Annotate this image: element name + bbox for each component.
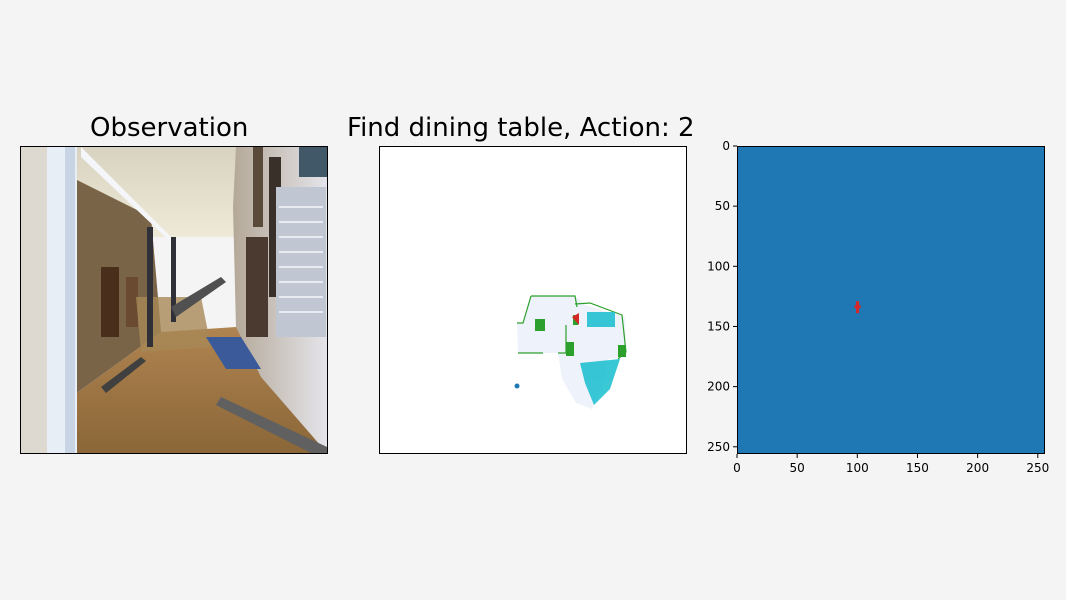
value-map-agent-marker-head [854, 305, 861, 309]
value-map-canvas [854, 301, 861, 314]
y-tick-label: 250 [707, 440, 730, 454]
observation-image [20, 146, 328, 454]
agent-marker-icon [572, 313, 579, 325]
y-tick-label: 0 [722, 139, 730, 153]
value-map [737, 146, 1045, 454]
semantic-map [379, 146, 687, 454]
x-tick-label: 0 [733, 461, 741, 475]
semantic-category [580, 312, 620, 405]
x-tick-label: 50 [790, 461, 805, 475]
y-tick-label: 150 [707, 319, 730, 333]
x-tick-label: 200 [966, 461, 989, 475]
x-tick-label: 100 [846, 461, 869, 475]
y-tick-label: 200 [707, 380, 730, 394]
observation-title: Observation [90, 113, 249, 143]
x-tick-label: 150 [906, 461, 929, 475]
y-tick-label: 50 [715, 199, 730, 213]
semantic-map-canvas [514, 295, 627, 409]
episode-title: Find dining table, Action: 2 [347, 113, 695, 143]
goal-point-icon [514, 383, 520, 389]
x-tick-label: 250 [1026, 461, 1049, 475]
hallway-scene [21, 147, 327, 453]
y-tick-label: 100 [707, 259, 730, 273]
